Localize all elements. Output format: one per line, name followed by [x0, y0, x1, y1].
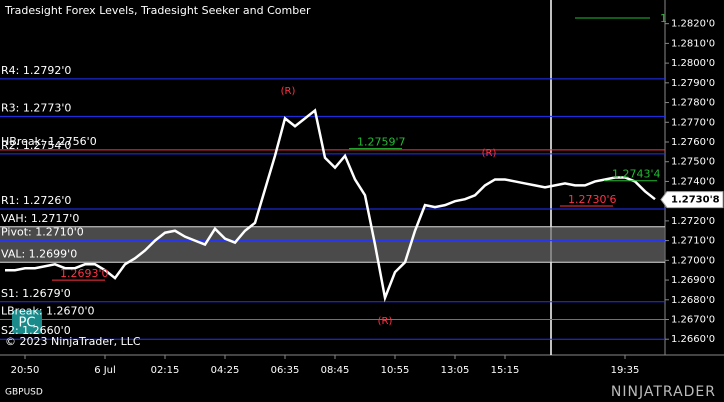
x-tick-label: 15:15: [491, 365, 520, 376]
y-tick-label: 1.2740'0: [671, 176, 715, 187]
level-label: LBreak: 1.2670'0: [1, 305, 95, 318]
y-tick-label: 1.2690'0: [671, 275, 715, 286]
x-tick-label: 06:35: [271, 365, 300, 376]
y-tick-label: 1.2750'0: [671, 157, 715, 168]
level-label: S1: 1.2679'0: [1, 287, 71, 300]
last-price-label: 1.2730'8: [671, 195, 720, 206]
reversal-marker: (R): [482, 148, 497, 159]
y-tick-label: 1.2700'0: [671, 255, 715, 266]
reversal-marker: (R): [281, 86, 296, 97]
reversal-marker: (R): [378, 316, 393, 327]
x-tick-label: 04:25: [211, 365, 240, 376]
y-tick-label: 1.2660'0: [671, 334, 715, 345]
y-tick-label: 1.2760'0: [671, 137, 715, 148]
x-tick-label: 6 Jul: [94, 365, 116, 376]
level-label: R1: 1.2726'0: [1, 194, 71, 207]
annotation-label: 1.2730'6: [568, 193, 617, 206]
last-price-box: [660, 191, 724, 209]
level-label: R4: 1.2792'0: [1, 64, 71, 77]
level-label: VAL: 1.2699'0: [1, 247, 77, 260]
y-tick-label: 1.2780'0: [671, 98, 715, 109]
x-tick-label: 08:45: [321, 365, 350, 376]
x-tick-label: 19:35: [611, 365, 640, 376]
symbol: GBPUSD: [5, 388, 43, 398]
value-area: [0, 226, 665, 263]
level-label: S2: 1.2660'0: [1, 324, 71, 337]
y-tick-label: 1.2710'0: [671, 236, 715, 247]
y-tick-label: 1.2800'0: [671, 58, 715, 69]
brand-logo: NINJATRADER: [611, 384, 716, 400]
annotation-label: 1.2743'4: [612, 168, 661, 181]
plot-area: [0, 78, 665, 340]
x-tick-label: 02:15: [151, 365, 180, 376]
level-label: VAH: 1.2717'0: [1, 212, 79, 225]
x-tick-label: 13:05: [441, 365, 470, 376]
price-line: [5, 108, 656, 303]
y-tick-label: 1.2820'0: [671, 19, 715, 30]
level-label: Pivot: 1.2710'0: [1, 226, 84, 239]
level-label: R3: 1.2773'0: [1, 101, 71, 114]
y-tick-label: 1.2790'0: [671, 78, 715, 89]
copyright: © 2023 NinjaTrader, LLC: [5, 335, 141, 348]
y-tick-label: 1.2680'0: [671, 295, 715, 306]
y-tick-label: 1.2810'0: [671, 38, 715, 49]
level-label: HBreak: 1.2756'0: [1, 135, 97, 148]
corner-label: 1: [660, 12, 667, 25]
pc-button[interactable]: [12, 310, 42, 334]
pc-button-label[interactable]: PC: [19, 316, 36, 331]
x-tick-label: 10:55: [381, 365, 410, 376]
x-tick-label: 20:50: [11, 365, 40, 376]
y-tick-label: 1.2720'0: [671, 216, 715, 227]
y-tick-label: 1.2670'0: [671, 315, 715, 326]
y-tick-label: 1.2770'0: [671, 117, 715, 128]
annotation-label: 1.2693'0: [60, 267, 109, 280]
chart-title: Tradesight Forex Levels, Tradesight Seek…: [4, 4, 311, 17]
level-label: R2: 1.2754'0: [1, 139, 71, 152]
annotation-label: 1.2759'7: [357, 136, 406, 149]
